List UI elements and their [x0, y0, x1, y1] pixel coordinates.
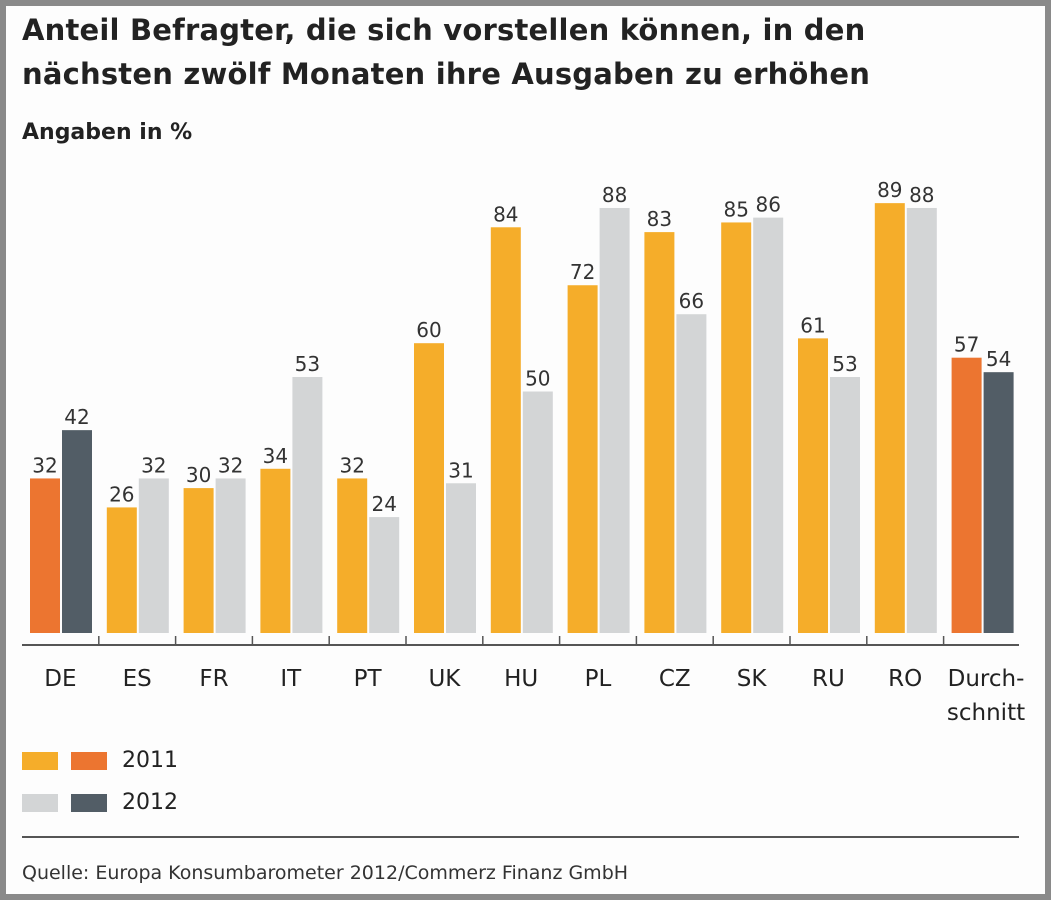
- legend-swatch-2011: [22, 751, 58, 770]
- data-label: 88: [909, 183, 934, 207]
- chart-title: Anteil Befragter, die sich vorstellen kö…: [22, 8, 870, 96]
- bar-2012-Durchschnitt: [983, 372, 1014, 633]
- x-tick-label: schnitt: [947, 700, 1025, 726]
- legend-swatch-2012: [22, 793, 58, 812]
- data-label: 53: [832, 352, 857, 376]
- x-tick-label: ES: [123, 666, 152, 692]
- chart-subtitle: Angaben in %: [22, 120, 193, 145]
- legend-label-2012: 2012: [122, 790, 178, 815]
- bar-2012-PL: [599, 207, 630, 633]
- x-tick-label: IT: [280, 666, 302, 692]
- data-label: 88: [602, 183, 627, 207]
- x-tick-label: FR: [199, 666, 228, 692]
- data-label: 89: [877, 178, 902, 202]
- bar-2012-RU: [830, 377, 860, 633]
- bar-2012-ES: [138, 478, 169, 633]
- data-label: 32: [339, 453, 364, 477]
- bar-2011-RU: [798, 338, 828, 633]
- bar-2012-SK: [753, 217, 784, 633]
- x-tick-label: PL: [585, 666, 612, 692]
- title-line-1: Anteil Befragter, die sich vorstellen kö…: [22, 13, 866, 47]
- bar-2012-HU: [522, 391, 553, 633]
- data-label: 61: [800, 313, 825, 337]
- data-label: 42: [64, 405, 89, 429]
- data-label: 32: [32, 453, 57, 477]
- bar-2011-IT: [260, 468, 291, 633]
- bar-2011-ES: [106, 507, 137, 633]
- x-tick-label: PT: [354, 666, 383, 692]
- x-tick-label: SK: [737, 666, 768, 692]
- bar-2011-PT: [337, 478, 368, 633]
- data-label: 32: [218, 453, 243, 477]
- data-label: 24: [371, 492, 396, 516]
- x-tick-label: RO: [888, 666, 922, 692]
- x-tick-label: UK: [428, 666, 461, 692]
- data-label: 26: [109, 482, 134, 506]
- x-tick-label: CZ: [659, 666, 691, 692]
- bar-2012-PT: [369, 517, 400, 633]
- bar-2012-UK: [446, 483, 476, 633]
- data-label: 53: [295, 352, 320, 376]
- title-line-2: nächsten zwölf Monaten ihre Ausgaben zu …: [22, 57, 871, 91]
- data-label: 32: [141, 453, 166, 477]
- legend-swatch-2011-highlight: [71, 751, 107, 770]
- source-note: Quelle: Europa Konsumbarometer 2012/Comm…: [22, 862, 629, 884]
- data-label: 54: [986, 347, 1011, 371]
- bar-2011-CZ: [644, 232, 675, 634]
- data-label: 30: [186, 463, 211, 487]
- bar-2011-Durchschnitt: [951, 357, 982, 633]
- x-tick-label: DE: [44, 666, 76, 692]
- legend-swatch-2012-highlight: [71, 793, 107, 812]
- legend-item-2012: 2012: [22, 790, 178, 815]
- bar-2012-FR: [215, 478, 246, 633]
- data-label: 66: [679, 289, 704, 313]
- bar-2011-FR: [183, 488, 214, 633]
- bar-2012-CZ: [676, 314, 707, 633]
- x-tick-label: Durch-: [948, 666, 1025, 692]
- data-label: 85: [723, 197, 748, 221]
- divider: [22, 836, 1019, 838]
- bar-2011-PL: [567, 285, 598, 633]
- data-label: 60: [416, 318, 441, 342]
- bar-2011-SK: [721, 222, 752, 633]
- data-label: 34: [263, 444, 288, 468]
- bar-2011-HU: [490, 227, 521, 633]
- bar-2011-RO: [874, 203, 905, 633]
- legend-item-2011: 2011: [22, 748, 178, 773]
- x-tick-label: RU: [812, 666, 845, 692]
- data-label: 83: [647, 207, 672, 231]
- x-tick-label: HU: [504, 666, 538, 692]
- data-label: 57: [954, 333, 979, 357]
- data-label: 31: [448, 458, 473, 482]
- data-label: 86: [755, 193, 780, 217]
- bar-chart: 32 42 DE 26 32 ES 30 32 FR 34 53 IT 32 24 PT 60 31 UK 84 50…: [22, 178, 1025, 726]
- bar-2012-DE: [62, 430, 92, 633]
- data-label: 72: [570, 260, 595, 284]
- bar-2012-IT: [292, 377, 323, 633]
- data-label: 50: [525, 367, 550, 391]
- data-label: 84: [493, 202, 518, 226]
- legend-label-2011: 2011: [122, 748, 178, 773]
- bar-2011-UK: [414, 343, 444, 633]
- bar-2011-DE: [30, 478, 60, 633]
- bar-2012-RO: [906, 207, 937, 633]
